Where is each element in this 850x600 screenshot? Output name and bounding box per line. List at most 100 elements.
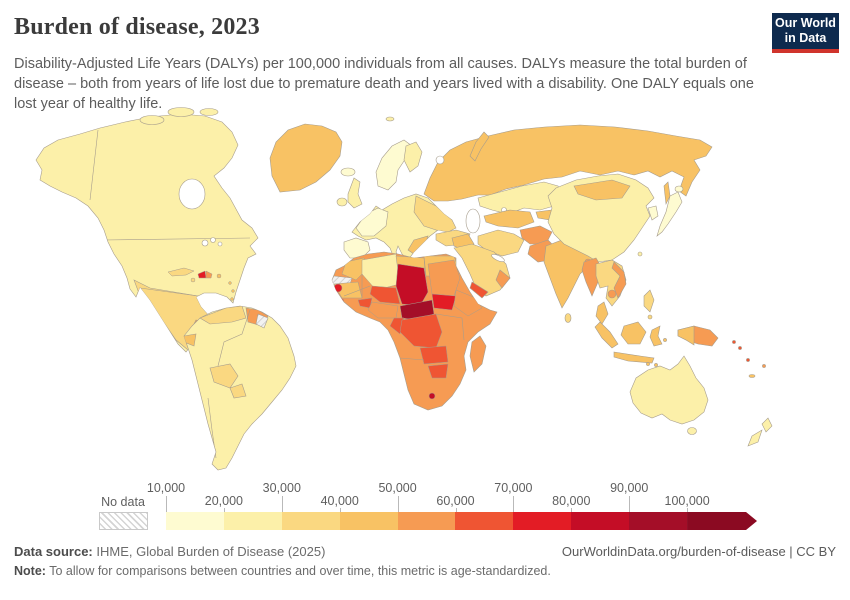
map-region-lesser-antilles[interactable] xyxy=(228,281,232,285)
map-region-southeast-asia-oceania[interactable] xyxy=(581,257,773,447)
map-region-arctic-islands[interactable] xyxy=(167,107,195,117)
map-country-ireland[interactable] xyxy=(336,197,348,207)
map-country-lesotho[interactable] xyxy=(428,392,436,400)
map-country-solomon-islands[interactable] xyxy=(738,346,742,350)
map-region-java[interactable] xyxy=(613,351,655,364)
map-country-fiji[interactable] xyxy=(762,364,766,368)
map-region-lesser-antilles[interactable] xyxy=(230,297,234,301)
map-country-philippines[interactable] xyxy=(643,289,655,313)
map-country-new-caledonia[interactable] xyxy=(748,374,756,378)
map-country-russia[interactable] xyxy=(423,124,713,202)
legend-swatch[interactable] xyxy=(166,512,224,530)
map-border-us-canada xyxy=(103,237,251,241)
map-country-uzbekistan-turkmenistan[interactable] xyxy=(483,209,535,229)
map-region-novaya-zemlya[interactable] xyxy=(469,131,490,162)
owid-logo[interactable]: Our World in Data xyxy=(772,13,839,53)
map-region-caribbean[interactable] xyxy=(167,267,235,301)
map-country-niger[interactable] xyxy=(369,285,401,305)
legend-swatch[interactable] xyxy=(455,512,514,530)
map-region-arctic-islands[interactable] xyxy=(139,115,165,125)
map-region-south-america[interactable] xyxy=(183,305,297,471)
map-region-north-america[interactable] xyxy=(35,107,356,353)
map-country-new-zealand[interactable] xyxy=(747,429,763,447)
map-region-maluku[interactable] xyxy=(663,338,667,342)
legend-tick xyxy=(571,508,573,512)
note-label: Note: xyxy=(14,564,46,578)
map-region-hokkaido[interactable] xyxy=(674,185,684,193)
map-country-philippines[interactable] xyxy=(647,314,653,320)
map-country-jamaica[interactable] xyxy=(190,277,196,283)
legend-swatch[interactable] xyxy=(571,512,630,530)
map-country-dominican-republic[interactable] xyxy=(205,270,213,279)
map-country-yemen[interactable] xyxy=(469,281,489,299)
map-country-guinea[interactable] xyxy=(333,283,343,293)
map-country-solomon-islands[interactable] xyxy=(732,340,736,344)
map-country-malaysia[interactable] xyxy=(595,301,609,325)
map-country-iceland[interactable] xyxy=(340,167,356,177)
map-country-australia[interactable] xyxy=(629,355,709,425)
map-region-tasmania[interactable] xyxy=(687,427,697,435)
map-country-cuba[interactable] xyxy=(167,267,195,277)
map-region-east-asia[interactable] xyxy=(547,173,684,263)
map-country-zambia[interactable] xyxy=(419,345,449,365)
map-country-spain[interactable] xyxy=(343,237,371,259)
legend-tick xyxy=(629,496,631,512)
map-country-algeria[interactable] xyxy=(361,253,401,291)
footer-citation-link[interactable]: OurWorldinData.org/burden-of-disease | C… xyxy=(561,544,836,559)
legend-swatch[interactable] xyxy=(223,512,282,530)
map-region-sulawesi[interactable] xyxy=(649,325,663,347)
map-country-paraguay[interactable] xyxy=(229,383,247,399)
map-country-vanuatu[interactable] xyxy=(746,358,750,362)
map-country-sudan[interactable] xyxy=(427,259,461,297)
legend-bar[interactable] xyxy=(166,512,757,530)
map-country-suriname-no-data[interactable] xyxy=(255,313,269,329)
map-country-new-zealand[interactable] xyxy=(761,417,773,433)
map-country-south-korea[interactable] xyxy=(647,205,659,221)
map-region-borneo[interactable] xyxy=(620,321,647,345)
map-region-lesser-sunda[interactable] xyxy=(654,363,658,367)
world-choropleth-map[interactable] xyxy=(0,105,850,475)
legend-tick-label: 60,000 xyxy=(436,494,475,508)
map-country-venezuela[interactable] xyxy=(199,306,247,325)
map-region-arctic-islands[interactable] xyxy=(199,108,219,116)
legend-swatch[interactable] xyxy=(513,512,572,530)
map-country-ecuador[interactable] xyxy=(184,333,197,347)
legend-tick xyxy=(397,496,399,512)
map-country-zimbabwe[interactable] xyxy=(427,363,449,379)
map-region-russia-central-asia[interactable] xyxy=(385,116,713,234)
map-country-usa-canada[interactable] xyxy=(35,113,259,353)
map-region-lesser-antilles[interactable] xyxy=(231,289,235,293)
map-border-east-africa xyxy=(399,313,465,361)
map-country-cambodia[interactable] xyxy=(607,289,617,299)
map-country-puerto-rico[interactable] xyxy=(216,273,222,279)
map-country-finland[interactable] xyxy=(403,141,423,173)
map-region-sumatra[interactable] xyxy=(594,321,619,349)
map-region-svalbard[interactable] xyxy=(385,116,395,122)
map-country-south-sudan[interactable] xyxy=(431,293,457,311)
map-country-ethiopia[interactable] xyxy=(453,289,483,317)
map-country-nigeria[interactable] xyxy=(367,301,399,319)
data-source-label: Data source: xyxy=(14,544,93,559)
map-country-bolivia[interactable] xyxy=(209,363,239,389)
map-country-japan[interactable] xyxy=(656,191,683,237)
legend-no-data-swatch[interactable] xyxy=(99,512,148,530)
map-region-lesser-sunda[interactable] xyxy=(646,362,650,366)
map-country-united-kingdom[interactable] xyxy=(347,177,363,209)
legend-swatch[interactable] xyxy=(339,512,398,530)
legend-swatch[interactable] xyxy=(281,512,340,530)
map-region-west-papua[interactable] xyxy=(677,325,695,346)
map-country-sri-lanka[interactable] xyxy=(564,313,572,323)
map-country-china[interactable] xyxy=(547,173,655,263)
legend-swatch[interactable] xyxy=(629,512,688,530)
map-country-greenland[interactable] xyxy=(269,123,343,193)
map-country-oman[interactable] xyxy=(495,269,511,289)
legend-swatch[interactable] xyxy=(687,512,757,530)
map-country-chad[interactable] xyxy=(395,263,429,307)
map-country-taiwan[interactable] xyxy=(637,251,643,257)
map-country-mongolia[interactable] xyxy=(573,179,631,201)
legend-swatch[interactable] xyxy=(397,512,456,530)
map-country-madagascar[interactable] xyxy=(469,335,487,373)
map-country-iran[interactable] xyxy=(477,229,525,257)
map-region-middle-east-south-asia[interactable] xyxy=(435,225,599,323)
map-border-us-mexico xyxy=(139,287,199,297)
